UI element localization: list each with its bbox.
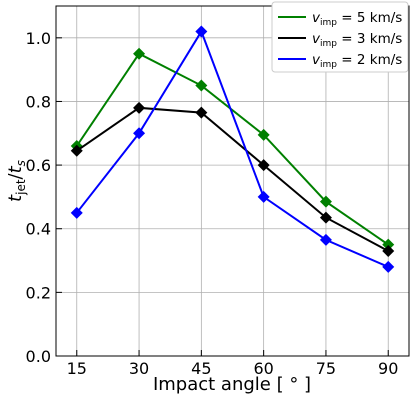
x-tick-label: 60	[253, 359, 273, 378]
legend-label: vimp = 3 km/s	[312, 31, 402, 49]
y-tick-label: 0.8	[26, 92, 51, 111]
legend-label: vimp = 5 km/s	[312, 10, 402, 28]
data-point	[257, 128, 270, 141]
data-point	[133, 47, 146, 60]
series-line	[75, 52, 389, 246]
series-3	[70, 25, 395, 273]
y-tick-label: 0.0	[26, 347, 51, 366]
series-2	[70, 101, 395, 257]
x-tick-label: 45	[191, 359, 211, 378]
grid-lines	[56, 6, 409, 357]
data-point	[70, 144, 83, 157]
data-point	[133, 127, 146, 140]
legend-label: vimp = 2 km/s	[312, 52, 402, 70]
series-line	[75, 29, 389, 268]
y-tick-label: 1.0	[26, 29, 51, 48]
x-axis-title: Impact angle [ ° ]	[153, 374, 311, 395]
series-group	[70, 25, 395, 273]
y-axis-title-sep: /	[5, 172, 26, 179]
y-axis-ticks: 0.0 0.2 0.4 0.6 0.8 1.0	[26, 29, 62, 366]
data-point	[133, 101, 146, 114]
y-axis-title: tjet/ts	[5, 160, 28, 202]
x-tick-label: 75	[316, 359, 336, 378]
y-tick-label: 0.2	[26, 283, 51, 302]
x-tick-label: 90	[378, 359, 398, 378]
legend-entries: vimp = 5 km/s vimp = 3 km/s vimp = 2 km/s	[278, 10, 402, 70]
data-point	[319, 195, 332, 208]
data-point	[195, 25, 208, 38]
y-tick-label: 0.6	[26, 156, 51, 175]
y-axis-title-den-sub: s	[14, 160, 28, 166]
y-tick-label: 0.4	[26, 220, 51, 239]
y-axis-title-den: t	[5, 165, 26, 173]
x-axis-ticks: 15 30 45 60 75 90	[67, 350, 398, 378]
data-point	[319, 211, 332, 224]
data-point	[382, 245, 395, 257]
plot-frame	[55, 5, 410, 357]
data-point	[319, 233, 332, 246]
legend: vimp = 5 km/s vimp = 3 km/s vimp = 2 km/s	[271, 1, 409, 73]
y-axis-title-num-sub: jet	[14, 179, 28, 196]
y-axis-title-num: t	[5, 194, 26, 202]
x-tick-label: 30	[129, 359, 149, 378]
data-point	[257, 159, 270, 172]
series-line	[76, 106, 389, 252]
data-point	[195, 79, 208, 92]
data-point	[257, 190, 270, 203]
data-point	[70, 206, 83, 219]
x-tick-label: 15	[67, 359, 87, 378]
data-point	[382, 260, 395, 273]
data-point	[195, 106, 208, 119]
data-point	[382, 238, 395, 251]
legend-box	[271, 1, 409, 73]
